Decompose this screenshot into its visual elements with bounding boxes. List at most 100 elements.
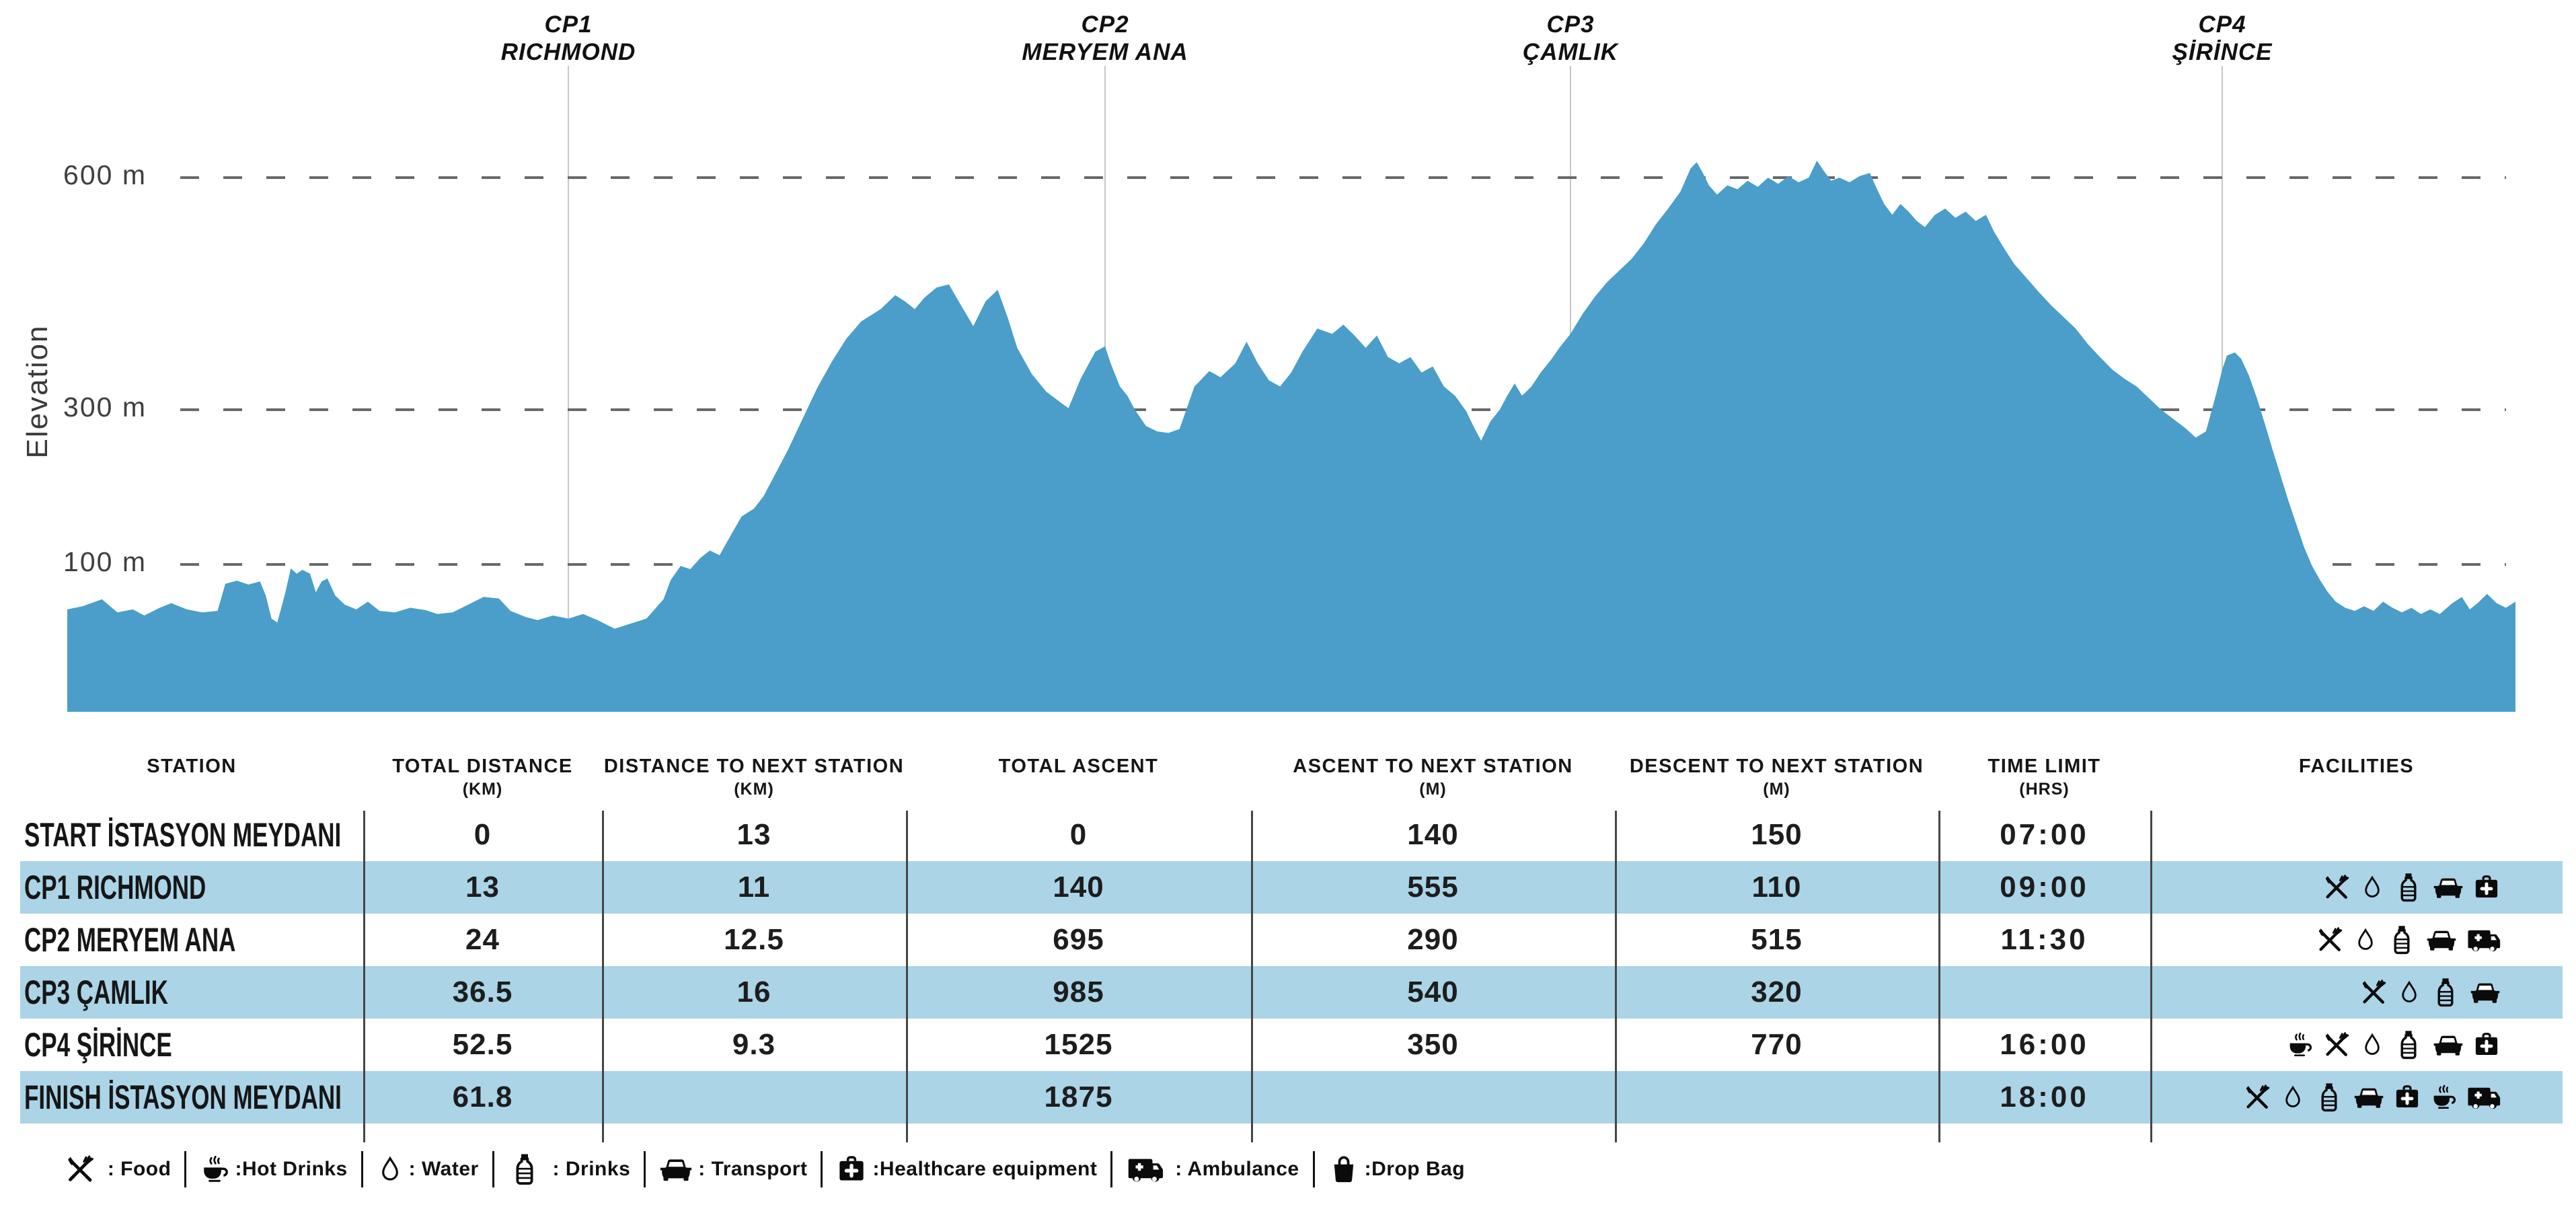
station-name: START İSTASYON MEYDANI	[24, 816, 342, 854]
col-header-label: FACILITIES	[2298, 756, 2415, 777]
station-name: CP2 MERYEM ANA	[24, 921, 236, 959]
descent-to-next-m: 150	[1751, 818, 1803, 851]
station-name: CP3 ÇAMLIK	[24, 974, 168, 1011]
total-distance-km: 0	[473, 818, 492, 851]
water-icon	[2281, 1085, 2305, 1109]
legend-item-drop-bag: :Drop Bag	[1328, 1154, 1466, 1185]
legend-item-healthcare: :Healthcare equipment	[836, 1154, 1097, 1185]
facilities-cell	[2150, 809, 2563, 861]
legend-item-drinks: : Drinks	[508, 1152, 631, 1186]
ascent-to-next-m: 540	[1407, 976, 1459, 1008]
cp2-code: CP2	[1081, 11, 1129, 38]
col-header-1: TOTAL DISTANCE (KM)	[363, 756, 602, 800]
water-icon	[2360, 1033, 2384, 1057]
col-header-0: STATION	[20, 756, 363, 800]
y-tick-300m: 300 m	[63, 392, 147, 423]
y-tick-100m: 100 m	[63, 546, 147, 577]
elevation-area	[67, 160, 2515, 712]
healthcare-icon	[2393, 1083, 2421, 1111]
food-icon	[64, 1153, 96, 1185]
transport-icon	[2426, 924, 2457, 955]
hot-drinks-icon	[2430, 1084, 2457, 1111]
table-row-cp3-amlik: CP3 ÇAMLIK 36.5 16 985 540 320	[20, 966, 2563, 1019]
legend-label: :Healthcare equipment	[872, 1158, 1098, 1180]
col-header-unit: (HRS)	[2019, 780, 2070, 799]
facilities-cell	[2150, 966, 2563, 1019]
hot-drinks-icon	[200, 1154, 229, 1184]
drinks-icon	[2393, 1029, 2424, 1060]
legend-divider	[1110, 1151, 1113, 1187]
table-row-start-i-stasyon-meydani: START İSTASYON MEYDANI 0 13 0 140 150 07:00	[20, 809, 2563, 861]
time-limit-hrs: 11:30	[2000, 923, 2088, 956]
cp2-label: CP2 MERYEM ANA	[1022, 11, 1188, 66]
hot-drinks-icon	[2286, 1031, 2313, 1058]
cp1-name: RICHMOND	[500, 39, 636, 65]
cp4-name: ŞİRİNCE	[2172, 39, 2273, 65]
total-ascent: 140	[1053, 871, 1104, 904]
facilities-cell	[2150, 914, 2563, 966]
legend-divider	[492, 1151, 494, 1187]
col-header-6: TIME LIMIT (HRS)	[1938, 756, 2150, 800]
healthcare-icon	[2472, 1031, 2501, 1059]
water-icon	[2397, 980, 2421, 1004]
total-distance-km: 61.8	[452, 1080, 513, 1113]
col-header-label: TOTAL DISTANCE	[392, 756, 573, 777]
column-separator-1	[363, 811, 365, 1142]
col-header-7: FACILITIES	[2150, 756, 2563, 800]
drinks-icon	[2386, 924, 2417, 955]
food-icon	[2315, 925, 2345, 955]
descent-to-next-m: 110	[1751, 871, 1802, 904]
col-header-label: STATION	[147, 756, 237, 777]
legend-divider	[644, 1151, 646, 1187]
facilities-cell	[2150, 1071, 2563, 1124]
legend-divider	[1312, 1151, 1315, 1187]
descent-to-next-m: 320	[1751, 976, 1803, 1008]
col-header-label: TIME LIMIT	[1987, 756, 2101, 777]
col-header-2: DISTANCE TO NEXT STATION (KM)	[602, 756, 906, 800]
ascent-to-next-m: 555	[1407, 871, 1459, 904]
col-header-label: TOTAL ASCENT	[998, 756, 1159, 777]
col-header-label: ASCENT TO NEXT STATION	[1293, 756, 1573, 777]
descent-to-next-m: 515	[1751, 923, 1803, 956]
food-icon	[2322, 873, 2351, 902]
time-limit-hrs: 16:00	[2000, 1028, 2089, 1061]
total-ascent: 0	[1069, 818, 1088, 851]
col-header-5: DESCENT TO NEXT STATION (M)	[1615, 756, 1938, 800]
col-header-3: TOTAL ASCENT	[906, 756, 1251, 800]
total-distance-km: 24	[465, 923, 500, 956]
legend-item-hot-drinks: :Hot Drinks	[200, 1154, 347, 1184]
col-header-4: ASCENT TO NEXT STATION (M)	[1251, 756, 1615, 800]
column-separator-6	[1938, 811, 1940, 1142]
drinks-icon	[2430, 977, 2461, 1008]
total-ascent: 1875	[1044, 1080, 1113, 1113]
station-name: CP1 RICHMOND	[24, 869, 206, 906]
cp3-code: CP3	[1546, 11, 1595, 38]
y-tick-600m: 600 m	[63, 159, 147, 190]
transport-icon	[659, 1152, 693, 1186]
legend-label: : Water	[408, 1158, 479, 1180]
col-header-unit: (M)	[1763, 780, 1790, 799]
total-distance-km: 13	[465, 871, 500, 904]
distance-to-next-km: 9.3	[732, 1028, 776, 1061]
column-separator-5	[1615, 811, 1617, 1142]
legend-divider	[821, 1151, 823, 1187]
legend-label: :Drop Bag	[1364, 1158, 1466, 1180]
cp4-label: CP4 ŞİRİNCE	[2172, 11, 2273, 66]
legend-divider	[361, 1151, 363, 1187]
drop-bag-icon	[1328, 1154, 1359, 1185]
ambulance-icon	[1126, 1150, 1164, 1188]
column-separator-3	[906, 811, 908, 1142]
legend-item-water: : Water	[377, 1156, 479, 1183]
total-distance-km: 36.5	[452, 976, 513, 1008]
descent-to-next-m: 770	[1751, 1028, 1803, 1061]
table-row-cp1-richmond: CP1 RICHMOND 13 11 140 555 110 09:00	[20, 861, 2563, 914]
column-separator-2	[602, 811, 604, 1142]
col-header-unit: (KM)	[734, 780, 774, 799]
table-body: START İSTASYON MEYDANI 0 13 0 140 150 07:00 CP1…	[20, 809, 2563, 1124]
legend-label: :Hot Drinks	[235, 1158, 348, 1180]
drinks-icon	[508, 1152, 541, 1186]
water-icon	[377, 1156, 404, 1183]
cp1-code: CP1	[544, 11, 593, 38]
